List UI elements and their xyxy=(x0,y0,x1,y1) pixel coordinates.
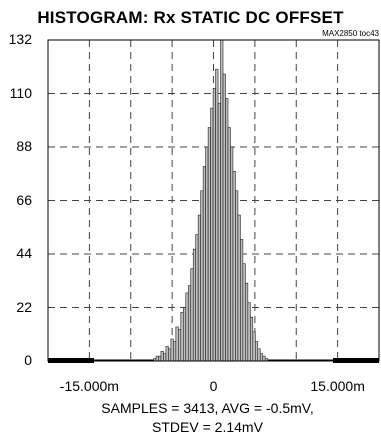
histogram-bar xyxy=(230,146,234,362)
histogram-bar xyxy=(222,73,226,362)
histogram-bar xyxy=(170,338,174,362)
histogram-bar xyxy=(225,98,229,362)
y-tick-label: 88 xyxy=(16,138,32,154)
y-tick-label: 110 xyxy=(9,84,32,101)
histogram-bar xyxy=(250,316,254,362)
histogram-bar xyxy=(257,348,261,362)
baseline-right-bar xyxy=(333,358,379,363)
histogram-bar xyxy=(175,326,179,362)
histogram-bar xyxy=(252,331,256,362)
histogram-bar xyxy=(207,127,211,362)
baseline-left-bar xyxy=(48,358,94,363)
histogram-bar xyxy=(200,190,204,362)
histogram-bar xyxy=(247,302,251,362)
histogram-bar xyxy=(235,190,239,362)
histogram-bar xyxy=(183,307,187,362)
histogram-bar xyxy=(242,263,246,362)
histogram-bar xyxy=(205,146,209,362)
histogram-bar xyxy=(180,312,184,362)
histogram-bar xyxy=(212,88,216,362)
histogram-bar xyxy=(220,39,224,362)
x-tick-label: 0 xyxy=(209,378,218,394)
histogram-bar xyxy=(190,268,194,362)
y-tick-label: 22 xyxy=(16,298,32,315)
histogram-bar xyxy=(158,355,162,362)
histogram-bar xyxy=(163,353,167,362)
histogram-bar xyxy=(173,341,177,362)
histogram-bar xyxy=(202,166,206,362)
histogram-bar xyxy=(245,282,249,362)
histogram-bar xyxy=(155,355,159,362)
histogram-bar xyxy=(168,348,172,362)
chart-title: HISTOGRAM: Rx STATIC DC OFFSET xyxy=(37,8,344,27)
histogram-bar xyxy=(240,239,244,362)
histogram-bar xyxy=(178,329,182,362)
x-tick-label: -15.000m xyxy=(59,378,119,394)
y-tick-label: 66 xyxy=(16,191,32,208)
histogram-bar xyxy=(187,285,192,362)
y-tick-label: 132 xyxy=(8,31,32,47)
caption-line-1: SAMPLES = 3413, AVG = -0.5mV, xyxy=(101,400,314,416)
histogram-bar xyxy=(215,68,219,362)
histogram-bar xyxy=(262,355,266,362)
caption-line-2: STDEV = 2.14mV xyxy=(152,419,263,435)
histogram-bar xyxy=(232,171,236,362)
histogram-bar xyxy=(237,214,241,362)
plot-frame xyxy=(47,39,380,362)
x-tick-label: 15.000m xyxy=(310,378,365,394)
y-tick-label: 0 xyxy=(24,352,32,368)
histogram-bar xyxy=(185,292,189,362)
histogram-bars xyxy=(153,39,269,362)
histogram-bar xyxy=(165,346,169,362)
histogram-bar xyxy=(192,248,197,362)
histogram-bar xyxy=(254,341,259,362)
y-tick-label: 44 xyxy=(16,245,32,261)
histogram-bar xyxy=(210,107,214,362)
histogram-bar xyxy=(195,234,199,362)
histogram-bar xyxy=(197,214,201,362)
histogram-bar xyxy=(227,127,231,362)
histogram-bar xyxy=(160,350,164,362)
histogram-bar xyxy=(217,102,221,362)
chart-tag: MAX2850 toc43 xyxy=(322,29,379,38)
histogram-bar xyxy=(259,353,264,362)
